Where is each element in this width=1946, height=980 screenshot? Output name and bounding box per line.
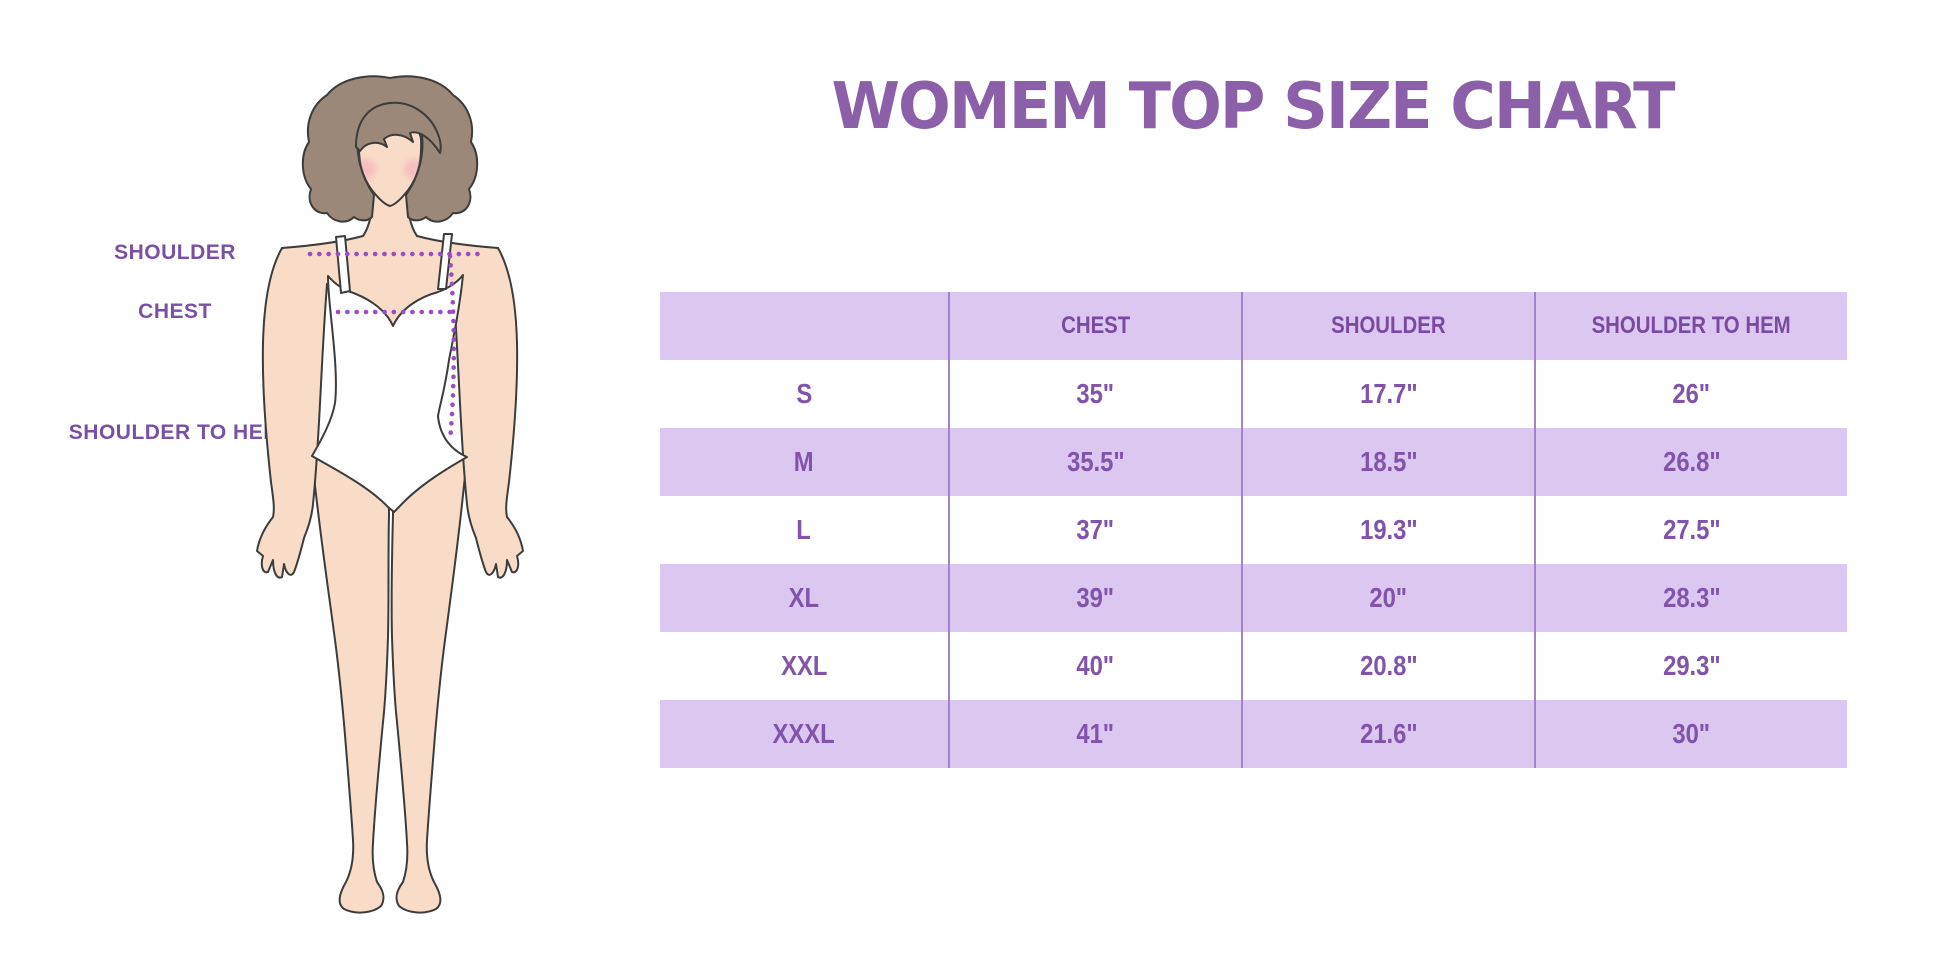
shoulder-cell: 21.6" xyxy=(1241,700,1535,768)
hair-fringe xyxy=(355,101,442,154)
shoulder-cell: 20.8" xyxy=(1241,632,1535,700)
shoulder-to-hem-cell: 28.3" xyxy=(1534,564,1847,632)
shoulder-cell: 18.5" xyxy=(1241,428,1535,496)
size-cell: S xyxy=(796,378,812,409)
chest-cell: 35.5" xyxy=(948,428,1242,496)
shoulder-to-hem-cell: 26.8" xyxy=(1534,428,1847,496)
shoulder-to-hem-measure-line xyxy=(447,253,457,444)
shoulder-cell: 17.7" xyxy=(1241,360,1535,428)
table-row: XL 39" 20" 28.3" xyxy=(660,564,1847,632)
arms xyxy=(256,247,524,579)
shoulder-cell: 20" xyxy=(1241,564,1535,632)
shoulder-to-hem-cell: 30" xyxy=(1534,700,1847,768)
woman-figure-svg xyxy=(256,75,524,914)
table-row: XXXL 41" 21.6" 30" xyxy=(660,700,1847,768)
chest-cell: 40" xyxy=(948,632,1242,700)
table-header-row: CHEST SHOULDER SHOULDER TO HEM xyxy=(660,292,1847,360)
table-row: S 35" 17.7" 26" xyxy=(660,360,1847,428)
shoulder-label: SHOULDER xyxy=(114,241,236,264)
woman-figure-illustration xyxy=(160,45,630,975)
shoulder-cell: 19.3" xyxy=(1241,496,1535,564)
header-size xyxy=(660,292,949,360)
size-cell: M xyxy=(660,428,949,496)
table-row: M 35.5" 18.5" 26.8" xyxy=(660,428,1847,496)
size-cell: L xyxy=(796,514,812,545)
shoulder-to-hem-cell: 29.3" xyxy=(1534,632,1847,700)
shoulder-to-hem-label: SHOULDER TO HEM xyxy=(68,421,282,444)
size-cell: XL xyxy=(660,564,949,632)
page-title: WOMEM TOP SIZE CHART xyxy=(831,70,1675,144)
legs xyxy=(311,453,468,914)
chest-cell: 37" xyxy=(948,496,1242,564)
chest-cell: 35" xyxy=(948,360,1242,428)
table-row: L 37" 19.3" 27.5" xyxy=(660,496,1847,564)
bodysuit xyxy=(311,274,468,513)
shoulder-to-hem-cell: 26" xyxy=(1534,360,1847,428)
header-shoulder-to-hem: SHOULDER TO HEM xyxy=(1534,292,1847,360)
chest-label: CHEST xyxy=(138,300,212,323)
header-chest: CHEST xyxy=(948,292,1242,360)
table-row: XXL 40" 20.8" 29.3" xyxy=(660,632,1847,700)
size-cell: XXXL xyxy=(660,700,949,768)
measurement-lines xyxy=(307,251,483,444)
size-chart-table: CHEST SHOULDER SHOULDER TO HEM S 35" 17.… xyxy=(660,292,1847,768)
chest-cell: 39" xyxy=(948,564,1242,632)
header-shoulder: SHOULDER xyxy=(1241,292,1535,360)
bodysuit-straps xyxy=(335,233,453,294)
shoulder-to-hem-cell: 27.5" xyxy=(1534,496,1847,564)
chest-cell: 41" xyxy=(948,700,1242,768)
size-cell: XXL xyxy=(780,650,828,681)
